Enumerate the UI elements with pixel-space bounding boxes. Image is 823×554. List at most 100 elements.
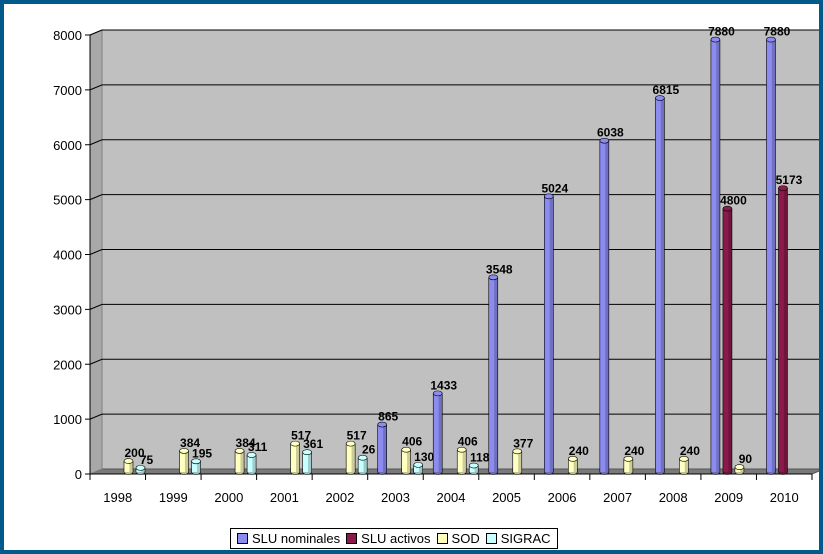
x-tick-label: 2004 [437, 490, 466, 505]
chart-svg: 0 1000 2000 3000 4000 5000 6000 7000 8000 1998 199… [53, 25, 819, 505]
bar-slu-nominales-2004 [432, 390, 443, 475]
y-tick-label: 0 [75, 467, 82, 482]
data-label: 5024 [541, 181, 568, 195]
bar-sigrac-2004 [468, 462, 479, 475]
x-tick-label: 2002 [325, 490, 354, 505]
legend-swatch-slu-activos [346, 533, 358, 544]
bar-slu-nominales-2003 [377, 421, 387, 475]
data-label: 311 [248, 440, 268, 454]
legend: SLU nominales SLU activos SOD SIGRAC [230, 528, 558, 549]
chart-frame: 0 1000 2000 3000 4000 5000 6000 7000 8000 1998 199… [4, 4, 819, 550]
x-tick-label: 2009 [714, 490, 743, 505]
legend-swatch-sigrac [485, 533, 497, 544]
y-tick-label: 4000 [53, 248, 82, 263]
data-label: 865 [378, 410, 398, 424]
bar-sigrac-2000 [246, 452, 257, 475]
bar-sod-2000 [234, 448, 245, 475]
data-label: 384 [236, 436, 256, 450]
x-tick-label: 2006 [548, 490, 577, 505]
bar-slu-nominales-2010 [766, 36, 776, 475]
bar-sod-1999 [179, 448, 189, 475]
data-label: 240 [680, 444, 700, 458]
x-tick-label: 1998 [103, 490, 132, 505]
y-tick-label: 7000 [53, 83, 82, 98]
data-label: 517 [347, 429, 367, 443]
data-label: 406 [402, 435, 422, 449]
data-label: 7880 [764, 25, 791, 39]
gridline [89, 303, 819, 310]
bar-sigrac-1999 [191, 458, 201, 475]
bar-sigrac-2002 [357, 454, 368, 475]
bar-sod-1998 [123, 458, 134, 475]
data-label: 75 [140, 453, 154, 467]
data-label: 5173 [776, 173, 803, 187]
legend-label-sigrac: SIGRAC [500, 531, 551, 546]
bar-sod-2003 [401, 446, 411, 475]
data-label: 377 [513, 436, 533, 450]
bar-sod-2001 [290, 440, 300, 475]
data-label: 6815 [653, 83, 680, 97]
gridline [89, 358, 819, 365]
data-label: 1433 [430, 378, 457, 392]
y-tick-label: 2000 [53, 357, 82, 372]
bar-slu-nominales-2007 [599, 137, 610, 475]
data-label: 118 [470, 451, 490, 465]
bar-sod-2005 [512, 448, 523, 475]
bar-slu-nominales-2005 [488, 274, 499, 475]
legend-item-slu-nominales: SLU nominales [237, 531, 340, 546]
legend-item-slu-activos: SLU activos [346, 531, 431, 546]
gridline [89, 194, 819, 201]
data-label: 240 [569, 444, 589, 458]
x-tick-label: 2005 [492, 490, 521, 505]
data-label: 240 [624, 444, 644, 458]
legend-swatch-sod [436, 533, 448, 544]
data-label: 3548 [486, 262, 513, 276]
x-tick-label: 2000 [214, 490, 243, 505]
gridline [89, 413, 819, 420]
legend-item-sod: SOD [436, 531, 480, 546]
x-tick-label: 2003 [381, 490, 410, 505]
data-label: 200 [124, 446, 144, 460]
legend-item-sigrac: SIGRAC [485, 531, 551, 546]
data-label: 90 [739, 452, 753, 466]
data-label: 406 [458, 435, 478, 449]
y-tick-label: 5000 [53, 193, 82, 208]
bar-sod-2007 [623, 456, 634, 475]
x-tick-label: 2010 [770, 490, 799, 505]
legend-label-slu-activos: SLU activos [361, 531, 431, 546]
bar-sod-2009 [734, 464, 745, 475]
bar-sod-2004 [456, 446, 467, 475]
gridline [89, 84, 819, 91]
y-tick-label: 6000 [53, 138, 82, 153]
data-label: 7880 [708, 25, 735, 39]
bar-sod-2008 [679, 456, 689, 475]
x-tick-label: 2001 [270, 490, 299, 505]
bar-sigrac-2003 [413, 462, 423, 475]
y-tick-label: 8000 [53, 28, 82, 43]
data-label: 384 [180, 436, 200, 450]
legend-swatch-slu-nominales [237, 533, 248, 544]
data-label: 517 [291, 429, 311, 443]
data-label: 26 [362, 443, 376, 457]
x-tick-label: 2008 [659, 490, 688, 505]
data-label: 361 [303, 437, 323, 451]
bar-slu-activos-2009 [722, 205, 733, 475]
bar-slu-nominales-2008 [655, 95, 665, 475]
y-tick-label: 1000 [53, 412, 82, 427]
gridline [89, 139, 819, 146]
data-label: 130 [414, 450, 434, 464]
bar-slu-nominales-2006 [544, 193, 554, 475]
gridline [89, 249, 819, 255]
x-tick-label: 1999 [159, 490, 188, 505]
bar-sigrac-1998 [135, 465, 146, 475]
bar-slu-nominales-2009 [710, 36, 721, 475]
gridline [89, 29, 819, 36]
data-label: 6038 [597, 126, 624, 140]
data-label: 195 [192, 446, 212, 460]
legend-label-slu-nominales: SLU nominales [252, 531, 341, 546]
x-tick-label: 2007 [603, 490, 632, 505]
bar-sod-2002 [345, 440, 356, 475]
bar-sod-2006 [568, 456, 578, 475]
y-tick-label: 3000 [53, 302, 82, 317]
bar-slu-activos-2010 [778, 185, 788, 475]
